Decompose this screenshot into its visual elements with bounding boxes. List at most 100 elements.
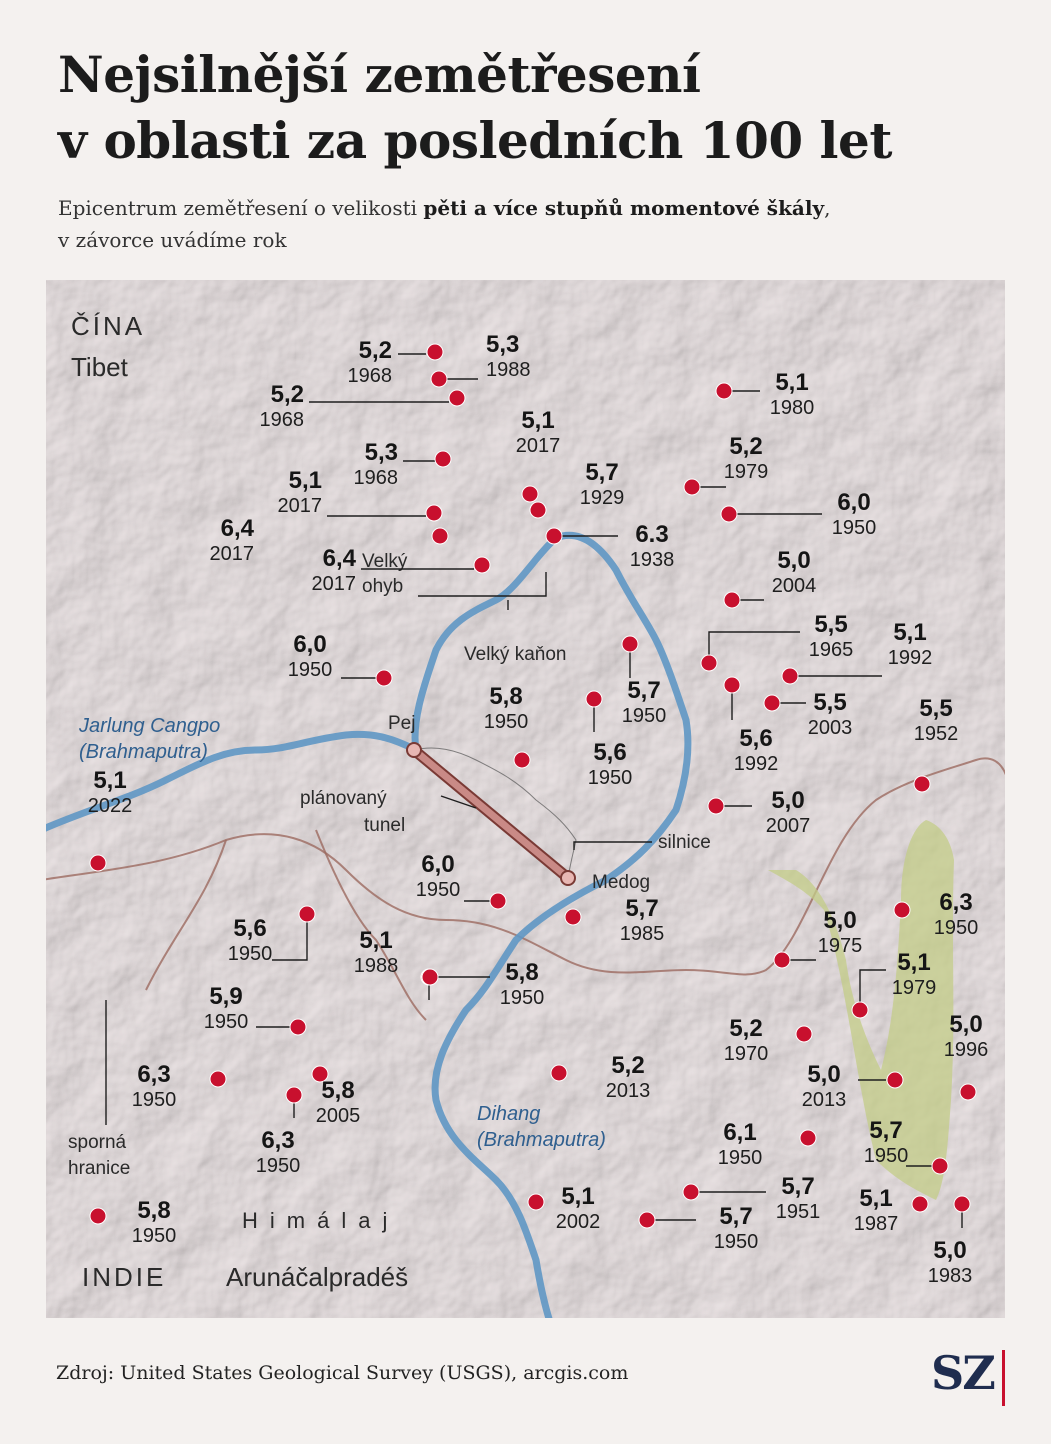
earthquake-magnitude: 6,3 <box>939 889 972 916</box>
earthquake-year: 1992 <box>734 753 779 775</box>
border-label-2: hranice <box>68 1158 130 1179</box>
river <box>46 531 692 1318</box>
earthquake-magnitude: 5,6 <box>739 725 772 752</box>
earthquake-year: 1950 <box>622 705 667 727</box>
earthquake-year: 1970 <box>724 1043 769 1065</box>
earthquake-dot <box>893 901 911 919</box>
terrain-background <box>46 280 1005 1318</box>
earthquake-year: 1950 <box>132 1225 177 1247</box>
earthquake-magnitude: 5,2 <box>611 1052 644 1079</box>
river-label-jarlung-1: Jarlung Cangpo <box>78 715 220 737</box>
earthquake-dot <box>723 591 741 609</box>
planned-tunnel-fill <box>410 746 572 882</box>
earthquake-magnitude: 5,8 <box>505 959 538 986</box>
earthquake-dot <box>638 1211 656 1229</box>
earthquake-magnitude: 6,0 <box>421 851 454 878</box>
earthquake-magnitude: 5,1 <box>561 1183 594 1210</box>
place-pej: Pej <box>388 713 415 734</box>
region-indie: INDIE <box>82 1262 166 1292</box>
earthquake-dot <box>707 797 725 815</box>
place-velky-ohyb-2: ohyb <box>362 576 403 597</box>
region-arunacalprades: Arunáčalpradéš <box>226 1262 408 1292</box>
earthquake-year: 1950 <box>934 917 979 939</box>
earthquake-year: 1950 <box>288 659 333 681</box>
river-label-jarlung-2: (Brahmaputra) <box>79 741 208 763</box>
earthquake-magnitude: 5,8 <box>321 1077 354 1104</box>
earthquake-magnitude: 6,0 <box>837 489 870 516</box>
earthquake-dot <box>700 654 718 672</box>
earthquake-magnitude: 5,2 <box>359 337 392 364</box>
earthquake-year: 1950 <box>256 1155 301 1177</box>
earthquake-dot <box>550 1064 568 1082</box>
earthquake-magnitude: 5,7 <box>625 895 658 922</box>
earthquake-dot <box>799 1129 817 1147</box>
earthquake-magnitude: 5,5 <box>814 611 847 638</box>
earthquake-year: 1968 <box>348 365 393 387</box>
disputed-border-lower <box>145 829 427 1021</box>
earthquake-magnitude: 5,1 <box>289 467 322 494</box>
tunnel-label-1: plánovaný <box>300 788 387 809</box>
earthquake-magnitude: 5,5 <box>919 695 952 722</box>
earthquake-magnitude: 5,0 <box>949 1011 982 1038</box>
earthquake-year: 1950 <box>228 943 273 965</box>
earthquake-dot <box>913 775 931 793</box>
subtitle-line-2: v závorce uvádíme rok <box>58 228 287 252</box>
page-title: Nejsilnější zemětřesení v oblasti za pos… <box>58 42 1018 174</box>
earthquake-magnitude: 5,3 <box>365 439 398 466</box>
earthquake-year: 1950 <box>714 1231 759 1253</box>
earthquake-magnitude: 5,1 <box>359 927 392 954</box>
earthquake-year: 2013 <box>802 1089 847 1111</box>
place-velky-ohyb-1: Velký <box>362 551 408 572</box>
earthquake-magnitude: 5,0 <box>807 1061 840 1088</box>
earthquake-dot <box>773 951 791 969</box>
earthquake-magnitude: 5,1 <box>93 767 126 794</box>
earthquake-dot <box>781 667 799 685</box>
earthquake-dot <box>311 1065 329 1083</box>
earthquake-dot <box>298 905 316 923</box>
earthquake-dot <box>720 505 738 523</box>
earthquake-year: 2013 <box>606 1080 651 1102</box>
earthquake-dot <box>521 485 539 503</box>
border-label-1: sporná <box>68 1132 127 1153</box>
title-line-1: Nejsilnější zemětřesení <box>58 45 701 104</box>
earthquake-dot <box>564 908 582 926</box>
velky-ohyb-leader <box>418 572 547 597</box>
region-cina: ČÍNA <box>71 311 145 341</box>
earthquake-magnitude: 5,0 <box>777 547 810 574</box>
earthquake-dot <box>489 892 507 910</box>
earthquake-leader-line <box>708 631 800 655</box>
earthquake-magnitude: 6,3 <box>261 1127 294 1154</box>
earthquake-magnitude: 5,1 <box>521 407 554 434</box>
earthquake-year: 2003 <box>808 717 853 739</box>
earthquake-magnitude: 5,0 <box>933 1237 966 1264</box>
earthquake-year: 2002 <box>556 1211 601 1233</box>
earthquake-dot <box>931 1157 949 1175</box>
earthquake-dot <box>715 382 733 400</box>
tunnel-label-2: tunel <box>364 815 405 836</box>
earthquake-year: 1988 <box>354 955 399 977</box>
earthquake-dot <box>529 501 547 519</box>
earthquake-year: 1950 <box>204 1011 249 1033</box>
earthquake-magnitude: 5,0 <box>771 787 804 814</box>
disputed-border <box>46 757 1005 976</box>
earthquake-year: 1987 <box>854 1213 899 1235</box>
place-velky-kanon: Velký kaňon <box>464 644 566 665</box>
